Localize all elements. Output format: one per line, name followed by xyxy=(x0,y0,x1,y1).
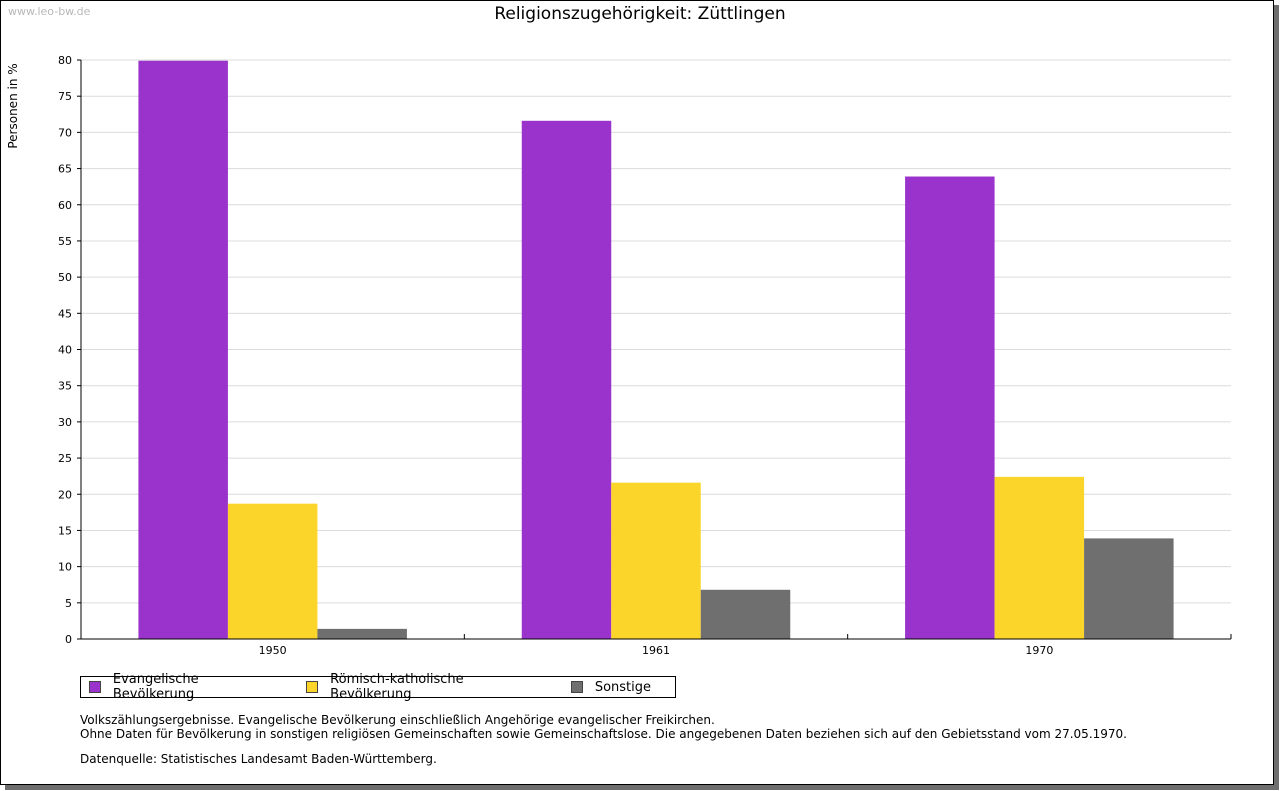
legend-swatch-katholisch xyxy=(306,681,319,693)
y-tick-label: 20 xyxy=(58,488,72,501)
x-tick-label: 1950 xyxy=(259,644,287,657)
watermark: www.leo-bw.de xyxy=(8,5,91,18)
note-line-1: Volkszählungsergebnisse. Evangelische Be… xyxy=(80,713,715,727)
y-tick-label: 35 xyxy=(58,380,72,393)
data-source: Datenquelle: Statistisches Landesamt Bad… xyxy=(80,752,437,766)
legend-label-katholisch: Römisch-katholische Bevölkerung xyxy=(330,672,464,702)
bar-sonstige-1950 xyxy=(317,628,407,639)
chart-title: Religionszugehörigkeit: Züttlingen xyxy=(494,4,786,24)
y-tick-label: 45 xyxy=(58,307,72,320)
chart-notes: Volkszählungsergebnisse. Evangelische Be… xyxy=(80,713,1127,741)
note-line-2: Ohne Daten für Bevölkerung in sonstigen … xyxy=(80,727,1127,741)
legend-swatch-sonstige xyxy=(570,681,583,693)
y-tick-label: 55 xyxy=(58,235,72,248)
y-tick-label: 75 xyxy=(58,90,72,103)
x-tick-label: 1970 xyxy=(1025,644,1053,657)
y-tick-label: 50 xyxy=(58,271,72,284)
legend-swatch-evangelisch xyxy=(89,681,101,693)
x-tick-label: 1961 xyxy=(642,644,670,657)
bar-evangelische-1950 xyxy=(138,60,228,639)
y-tick-label: 60 xyxy=(58,199,72,212)
legend-label-sonstige: Sonstige xyxy=(594,679,651,695)
bar-evangelische-1961 xyxy=(521,120,612,640)
bar-sonstige-1970 xyxy=(1084,538,1174,639)
bar-römisch-katholische-1950 xyxy=(227,503,318,639)
bar-römisch-katholische-1970 xyxy=(994,476,1085,639)
bar-sonstige-1961 xyxy=(700,589,791,639)
legend: Evangelische Bevölkerung Römisch-katholi… xyxy=(80,672,676,702)
y-tick-label: 0 xyxy=(65,633,72,646)
bar-römisch-katholische-1961 xyxy=(611,482,701,639)
y-tick-label: 70 xyxy=(58,126,72,139)
bar-chart: Personen in % 0 5 10 15 20 25 30 35 40 45 50 55 60 65… xyxy=(6,54,1232,657)
y-tick-label: 15 xyxy=(58,524,72,537)
y-tick-label: 25 xyxy=(58,452,72,465)
y-tick-label: 65 xyxy=(58,163,72,176)
y-tick-label: 5 xyxy=(65,597,72,610)
y-axis-label: Personen in % xyxy=(6,63,20,148)
legend-item-evangelisch: Evangelische Bevölkerung xyxy=(89,672,282,702)
y-tick-label: 40 xyxy=(58,344,72,357)
bar-evangelische-1970 xyxy=(905,176,995,639)
y-tick-label: 10 xyxy=(58,561,72,574)
legend-item-sonstige: Sonstige xyxy=(570,679,651,695)
legend-item-katholisch: Römisch-katholische Bevölkerung xyxy=(306,672,547,702)
legend-label-evangelisch: Evangelische Bevölkerung xyxy=(112,672,199,702)
y-tick-label: 80 xyxy=(58,54,72,67)
y-tick-label: 30 xyxy=(58,416,72,429)
